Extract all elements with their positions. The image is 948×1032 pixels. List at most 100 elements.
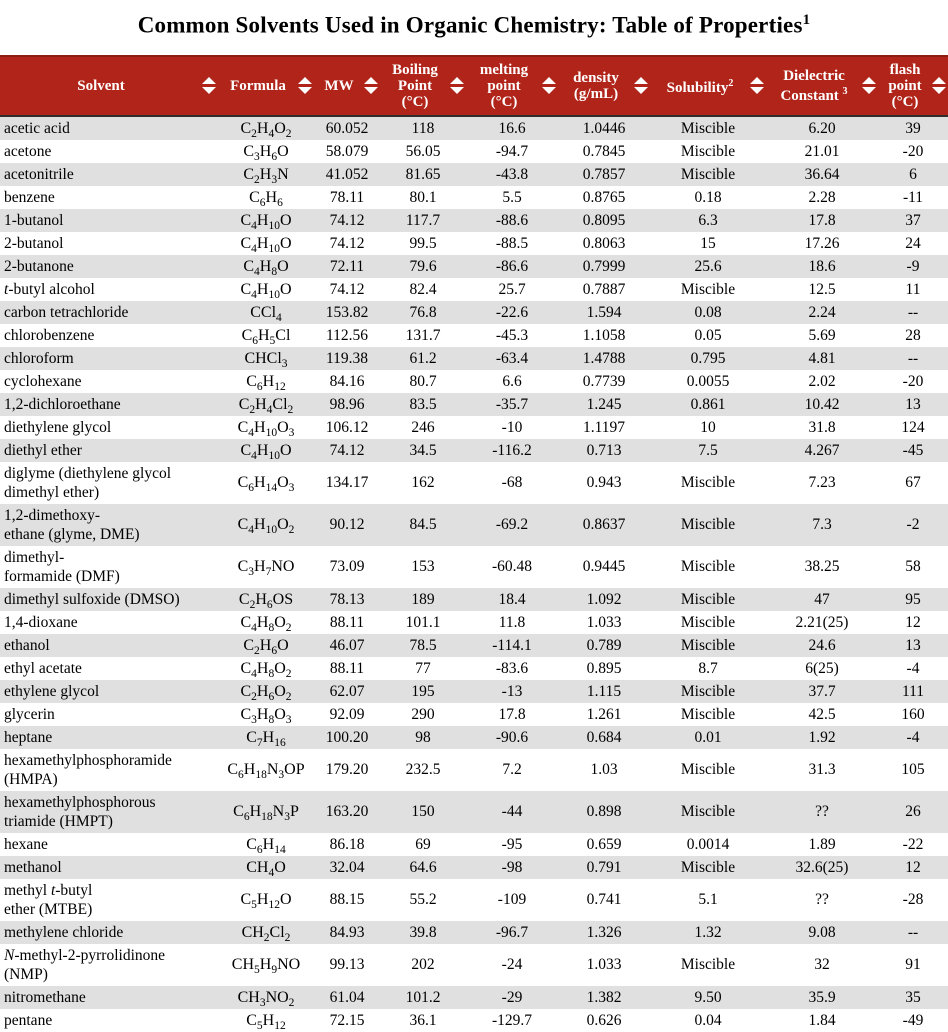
table-row: hexane C6H14 86.18 69 -95 0.659 0.0014 1.89 -22 [0,832,948,856]
cell-flash-point: -9 [906,257,920,275]
cell-density: 0.684 [586,728,622,746]
cell-dielectric-constant: 31.3 [808,761,836,779]
cell-solvent: acetonitrile [4,165,74,183]
table-row: heptane C7H16 100.20 98 -90.6 0.684 0.01 1.92 -4 [0,725,948,749]
table-row: ethylene glycol C2H6O2 62.07 195 -13 1.115 Mis… [0,679,948,703]
sort-icon[interactable] [541,77,557,95]
cell-formula: C6H6 [249,188,283,209]
cell-melting-point: 16.6 [498,119,526,137]
sort-ascending-icon [932,77,946,85]
cell-flash-point: 6 [909,165,917,183]
column-header-density[interactable]: density (g/mL) [558,54,650,117]
sort-icon[interactable] [931,77,947,95]
cell-density: 0.8063 [582,234,626,252]
column-header-inner: Dielectric Constant 3 [767,68,877,104]
cell-melting-point: -129.7 [491,1011,533,1029]
sort-icon[interactable] [201,77,217,95]
cell-boiling-point: 189 [411,590,435,608]
column-header-formula[interactable]: Formula [218,54,314,117]
sort-icon[interactable] [749,77,765,95]
cell-boiling-point: 34.5 [409,441,437,459]
cell-solubility: Miscible [680,474,736,492]
column-header-flash-point[interactable]: flash point (°C) [878,54,948,117]
sort-descending-icon [634,87,648,95]
table-row: ethanol C2H6O 46.07 78.5 -114.1 0.789 Miscible… [0,633,948,657]
cell-melting-point: 11.8 [498,613,526,631]
cell-dielectric-constant: 38.25 [804,558,840,576]
sort-icon[interactable] [633,77,649,95]
column-header-solvent[interactable]: Solvent [0,54,218,117]
table-row: N-methyl-2-pyrrolidinone (NMP) CH5H9NO 99.… [0,943,948,986]
cell-formula: C4H10O [240,234,292,255]
cell-solubility: 0.0014 [686,835,730,853]
cell-melting-point: -98 [501,858,523,876]
column-header-dielectric-constant[interactable]: Dielectric Constant 3 [766,54,878,117]
cell-dielectric-constant: 6(25) [805,659,839,677]
cell-density: 0.626 [586,1011,622,1029]
cell-mw: 86.18 [329,835,365,853]
sort-descending-icon [450,87,464,95]
cell-melting-point: -86.6 [495,257,529,275]
cell-formula: CH2Cl2 [241,923,291,944]
cell-density: 1.1197 [582,418,626,436]
column-header-melting-point[interactable]: melting point (°C) [466,54,558,117]
table-row: diethylene glycol C4H10O3 106.12 246 -10 1.11… [0,415,948,439]
cell-formula: C4H10O [240,211,292,232]
column-header-label-boiling-point: Boiling Point (°C) [392,61,438,110]
column-header-label-formula: Formula [230,77,286,94]
cell-mw: 88.11 [329,613,365,631]
table-row: ethyl acetate C4H8O2 88.11 77 -83.6 0.895 8.7 6… [0,656,948,680]
cell-density: 1.033 [586,956,622,974]
table-row: 1,4-dioxane C4H8O2 88.11 101.1 11.8 1.033 Misc… [0,610,948,634]
cell-solvent: pentane [4,1011,53,1029]
table-row: methanol CH4O 32.04 64.6 -98 0.791 Miscible 32.… [0,855,948,879]
cell-mw: 58.079 [325,142,369,160]
cell-flash-point: 11 [905,280,921,298]
cell-boiling-point: 117.7 [405,211,441,229]
cell-flash-point: 28 [905,326,921,344]
sort-icon[interactable] [861,77,877,95]
cell-mw: 74.12 [329,234,365,252]
cell-density: 1.033 [586,613,622,631]
cell-boiling-point: 69 [415,835,431,853]
cell-flash-point: -4 [906,728,920,746]
sort-icon[interactable] [363,77,379,95]
cell-dielectric-constant: 2.28 [808,188,836,206]
cell-dielectric-constant: ?? [815,891,829,909]
column-header-solubility[interactable]: Solubility2 [650,54,766,117]
cell-solvent: methanol [4,858,62,876]
cell-density: 0.789 [586,636,622,654]
column-header-label-solubility: Solubility2 [666,77,734,96]
column-header-label-mw: MW [324,77,354,94]
cell-boiling-point: 78.5 [409,636,437,654]
cell-melting-point: -13 [501,682,523,700]
cell-melting-point: -60.48 [491,558,533,576]
cell-boiling-point: 290 [411,705,435,723]
cell-formula: C2H4O2 [240,119,292,140]
cell-formula: C6H12 [246,372,286,393]
table-header: Solvent Formula MW Boiling Point (°C) meltin… [0,54,948,117]
cell-mw: 46.07 [329,636,365,654]
cell-flash-point: 13 [905,395,921,413]
column-header-label-solvent: Solvent [77,77,125,94]
sort-ascending-icon [450,77,464,85]
column-header-mw[interactable]: MW [314,54,380,117]
cell-solubility: 8.7 [698,659,718,677]
cell-boiling-point: 150 [411,803,435,821]
cell-solubility: Miscible [680,613,736,631]
sort-icon[interactable] [297,77,313,95]
cell-mw: 74.12 [329,441,365,459]
cell-melting-point: -94.7 [495,142,529,160]
column-header-boiling-point[interactable]: Boiling Point (°C) [380,54,466,117]
sort-icon[interactable] [449,77,465,95]
cell-melting-point: -29 [501,988,523,1006]
cell-melting-point: -69.2 [495,516,529,534]
cell-dielectric-constant: 10.42 [804,395,840,413]
table-row: acetonitrile C2H3N 41.052 81.65 -43.8 0.7857 M… [0,162,948,186]
cell-solvent: ethylene glycol [4,682,100,700]
column-header-label-melting-point: melting point (°C) [479,61,529,110]
cell-solvent: chlorobenzene [4,326,95,344]
sort-descending-icon [542,87,556,95]
cell-solvent: 1,2-dimethoxy- ethane (glyme, DME) [4,506,140,543]
table-row: benzene C6H6 78.11 80.1 5.5 0.8765 0.18 2.28 -11 [0,185,948,209]
